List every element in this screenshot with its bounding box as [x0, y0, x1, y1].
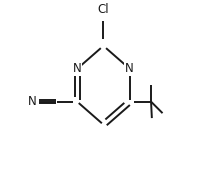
Text: N: N [73, 62, 82, 75]
Text: N: N [28, 95, 37, 108]
Text: Cl: Cl [98, 3, 109, 16]
Text: N: N [125, 62, 134, 75]
